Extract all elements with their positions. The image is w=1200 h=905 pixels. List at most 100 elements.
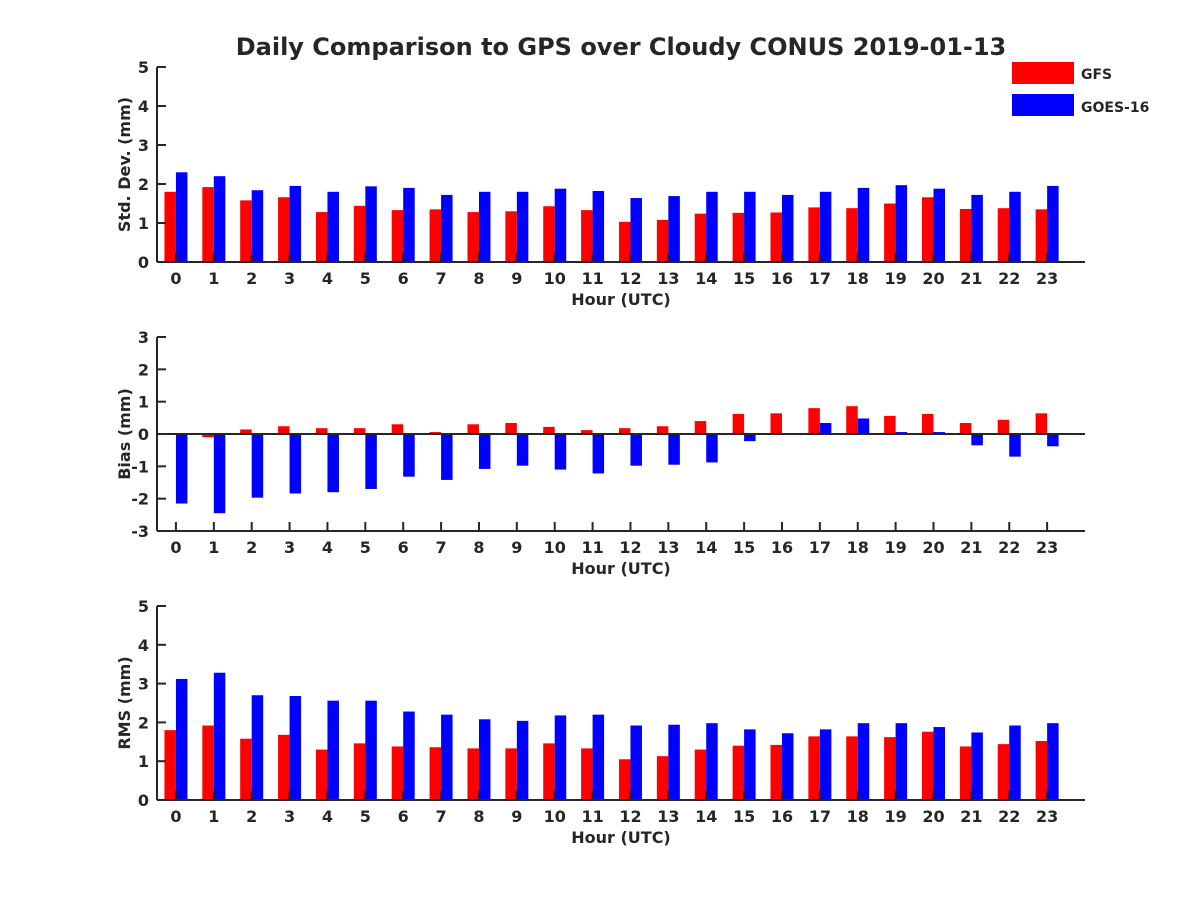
bar-gfs-hour-2 bbox=[240, 738, 252, 800]
y-tick-label: 5 bbox=[138, 597, 149, 616]
x-tick-label: 18 bbox=[847, 538, 869, 557]
x-tick-label: 17 bbox=[809, 269, 831, 288]
x-tick-label: 6 bbox=[398, 538, 409, 557]
legend-swatch-gfs bbox=[1012, 62, 1074, 84]
bar-goes16-hour-17 bbox=[819, 729, 832, 800]
x-tick-label: 9 bbox=[511, 269, 522, 288]
bar-goes16-hour-7 bbox=[441, 714, 453, 800]
y-tick-label: 1 bbox=[138, 752, 149, 771]
x-tick-label: 12 bbox=[619, 807, 641, 826]
bar-gfs-hour-6 bbox=[391, 424, 404, 434]
y-tick-label: 4 bbox=[138, 636, 149, 655]
bar-gfs-hour-18 bbox=[846, 736, 858, 800]
x-tick-label: 10 bbox=[544, 538, 566, 557]
x-tick-label: 15 bbox=[733, 807, 755, 826]
bar-gfs-hour-23 bbox=[1035, 209, 1048, 262]
bar-gfs-hour-4 bbox=[315, 212, 328, 262]
bar-goes16-hour-21 bbox=[971, 732, 983, 800]
bar-goes16-hour-18 bbox=[857, 723, 870, 800]
bar-goes16-hour-8 bbox=[478, 719, 491, 800]
bar-gfs-hour-15 bbox=[732, 413, 745, 434]
y-axis-label: Std. Dev. (mm) bbox=[115, 97, 134, 232]
bar-goes16-hour-21 bbox=[971, 194, 983, 262]
x-tick-label: 14 bbox=[695, 269, 717, 288]
x-tick-label: 15 bbox=[733, 269, 755, 288]
bar-gfs-hour-5 bbox=[353, 428, 366, 434]
bar-goes16-hour-20 bbox=[933, 727, 945, 800]
bar-gfs-hour-21 bbox=[959, 746, 972, 800]
bar-goes16-hour-1 bbox=[213, 176, 226, 262]
x-tick-label: 12 bbox=[619, 269, 641, 288]
bar-goes16-hour-14 bbox=[706, 434, 718, 463]
bar-gfs-hour-3 bbox=[278, 197, 290, 262]
x-tick-label: 7 bbox=[436, 538, 447, 557]
x-tick-label: 22 bbox=[998, 807, 1020, 826]
x-tick-label: 20 bbox=[922, 538, 944, 557]
x-tick-label: 16 bbox=[771, 807, 793, 826]
x-tick-label: 7 bbox=[436, 269, 447, 288]
bar-gfs-hour-18 bbox=[846, 406, 858, 434]
bar-gfs-hour-10 bbox=[543, 426, 555, 434]
x-tick-label: 12 bbox=[619, 538, 641, 557]
x-tick-label: 10 bbox=[544, 807, 566, 826]
bar-gfs-hour-5 bbox=[353, 205, 366, 262]
bar-gfs-hour-13 bbox=[656, 756, 669, 800]
bar-goes16-hour-22 bbox=[1009, 434, 1021, 457]
legend-label-goes16: GOES-16 bbox=[1081, 100, 1149, 116]
x-tick-label: 22 bbox=[998, 538, 1020, 557]
y-tick-label: 5 bbox=[138, 58, 149, 77]
x-tick-label: 6 bbox=[398, 807, 409, 826]
bar-goes16-hour-15 bbox=[744, 434, 756, 442]
bar-goes16-hour-23 bbox=[1047, 185, 1059, 262]
y-tick-label: -2 bbox=[131, 490, 149, 509]
x-tick-label: 19 bbox=[884, 807, 906, 826]
bar-gfs-hour-9 bbox=[505, 748, 517, 800]
bar-goes16-hour-9 bbox=[516, 191, 529, 262]
bar-gfs-hour-7 bbox=[429, 747, 442, 800]
bar-gfs-hour-6 bbox=[391, 210, 404, 262]
bar-gfs-hour-3 bbox=[278, 734, 290, 800]
y-tick-label: 3 bbox=[138, 136, 149, 155]
bar-goes16-hour-6 bbox=[403, 187, 415, 262]
x-tick-label: 16 bbox=[771, 538, 793, 557]
x-tick-label: 13 bbox=[657, 538, 679, 557]
bar-goes16-hour-2 bbox=[251, 190, 264, 262]
bar-goes16-hour-14 bbox=[706, 191, 718, 262]
bar-gfs-hour-4 bbox=[315, 749, 328, 800]
x-tick-label: 10 bbox=[544, 269, 566, 288]
bar-gfs-hour-11 bbox=[581, 748, 593, 800]
bar-gfs-hour-1 bbox=[202, 725, 214, 800]
bar-gfs-hour-1 bbox=[202, 187, 214, 262]
bar-gfs-hour-2 bbox=[240, 429, 252, 434]
bar-gfs-hour-11 bbox=[581, 210, 593, 262]
bar-gfs-hour-18 bbox=[846, 208, 858, 262]
y-tick-label: -1 bbox=[131, 457, 149, 476]
bar-gfs-hour-10 bbox=[543, 206, 555, 262]
bar-gfs-hour-17 bbox=[808, 736, 820, 800]
x-tick-label: 3 bbox=[284, 807, 295, 826]
bar-goes16-hour-12 bbox=[630, 198, 642, 262]
bar-goes16-hour-13 bbox=[668, 434, 680, 465]
bar-gfs-hour-14 bbox=[694, 421, 707, 434]
x-tick-label: 1 bbox=[208, 538, 219, 557]
bar-gfs-hour-15 bbox=[732, 745, 745, 800]
bar-goes16-hour-7 bbox=[441, 194, 453, 262]
bar-goes16-hour-16 bbox=[781, 733, 794, 800]
y-tick-label: 0 bbox=[138, 791, 149, 810]
bar-gfs-hour-22 bbox=[997, 744, 1010, 800]
bar-gfs-hour-0 bbox=[164, 730, 176, 800]
x-tick-label: 0 bbox=[170, 807, 181, 826]
bar-gfs-hour-22 bbox=[997, 419, 1010, 434]
x-axis-label: Hour (UTC) bbox=[571, 559, 671, 578]
bar-goes16-hour-21 bbox=[971, 434, 983, 446]
bar-goes16-hour-13 bbox=[668, 196, 680, 262]
x-tick-label: 23 bbox=[1036, 269, 1058, 288]
bar-gfs-hour-19 bbox=[884, 203, 896, 262]
bar-goes16-hour-18 bbox=[857, 187, 870, 262]
x-tick-label: 16 bbox=[771, 269, 793, 288]
x-tick-label: 5 bbox=[360, 269, 371, 288]
bar-gfs-hour-0 bbox=[164, 191, 176, 262]
